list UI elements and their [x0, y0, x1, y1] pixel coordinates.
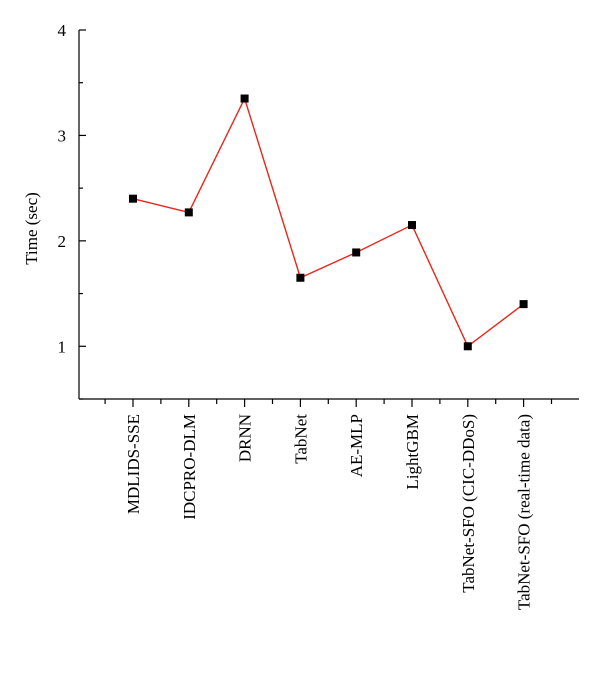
data-point-ae-mlp [352, 248, 361, 257]
y-tick-label-1: 1 [58, 337, 67, 356]
x-ticks: MDLIDS-SSE IDCPRO-DLM DRNN TabNet AE-MLP Ligh… [104, 399, 553, 610]
y-ticks: 1 2 3 4 [58, 21, 86, 400]
y-tick-label-3: 3 [58, 126, 67, 145]
data-point-tabnet-sfo-real-time-data [519, 300, 528, 309]
y-axis-title: Time (sec) [22, 192, 41, 265]
series-layer [129, 94, 528, 351]
data-point-idcpro-dlm [184, 208, 193, 217]
x-tick-label-4: AE-MLP [347, 414, 366, 477]
data-point-tabnet [296, 273, 305, 282]
data-point-mdlids-sse [129, 194, 137, 203]
y-tick-label-2: 2 [58, 232, 67, 251]
axes [78, 30, 579, 400]
x-tick-label-5: LightGBM [403, 414, 422, 490]
x-tick-label-6: TabNet-SFO (CIC-DDoS) [459, 414, 478, 593]
series-line-0 [132, 96, 525, 348]
x-tick-label-1: IDCPRO-DLM [180, 414, 199, 520]
x-tick-label-3: TabNet [291, 414, 310, 464]
x-tick-label-7: TabNet-SFO (real-time data) [515, 414, 534, 610]
data-point-drnn [240, 94, 249, 103]
data-point-lightgbm [408, 221, 416, 230]
data-point-tabnet-sfo-cic-ddos [463, 342, 472, 351]
x-tick-label-0: MDLIDS-SSE [124, 414, 143, 514]
x-tick-label-2: DRNN [236, 414, 255, 462]
y-tick-label-4: 4 [58, 21, 67, 40]
